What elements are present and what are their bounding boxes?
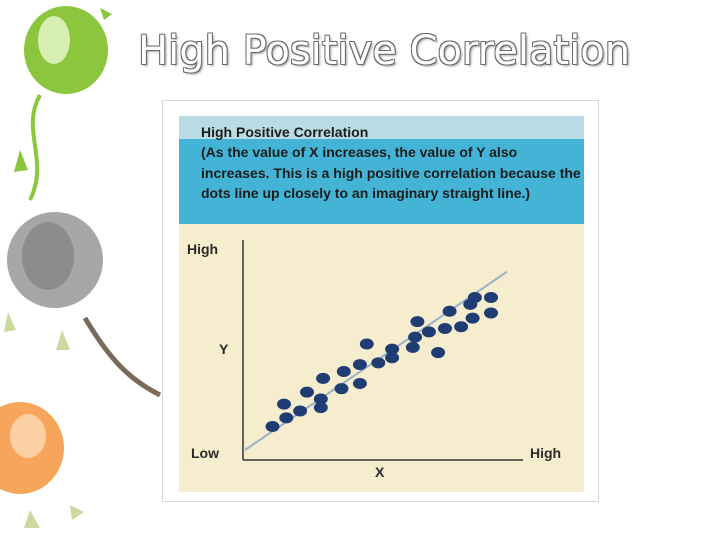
scatter-point: [438, 322, 452, 334]
scatter-point: [454, 321, 469, 333]
orange-ray-icon: [70, 505, 84, 520]
x-tick-label-high: High: [530, 445, 561, 461]
scatter-point: [265, 421, 280, 433]
scatter-point: [359, 338, 374, 350]
scatter-point: [352, 378, 367, 390]
chart-header: High Positive Correlation (As the value …: [179, 116, 584, 224]
chart-title: High Positive Correlation: [201, 124, 369, 140]
chart-subtitle: (As the value of X increases, the value …: [201, 144, 581, 201]
scatter-point: [316, 372, 331, 384]
scatter-point: [405, 341, 420, 353]
scatter-point: [300, 386, 314, 398]
chart-header-strip: [179, 116, 584, 139]
scatter-plot: High Y Low High X: [187, 240, 561, 480]
scatter-point: [371, 357, 386, 369]
slide-title: High Positive Correlation: [138, 28, 631, 74]
y-axis-label: Y: [219, 341, 229, 357]
scatter-point: [484, 307, 498, 319]
scatter-point: [484, 292, 498, 304]
gray-balloon-shadow: [22, 222, 74, 290]
green-balloon-highlight: [38, 16, 70, 64]
scatter-point: [313, 402, 328, 414]
scatter-point: [352, 359, 367, 371]
orange-balloon-highlight: [10, 414, 46, 458]
orange-ray-icon: [24, 510, 40, 528]
y-tick-label-high: High: [187, 241, 218, 257]
x-tick-label-low: Low: [191, 445, 219, 461]
scatter-point: [279, 412, 294, 424]
scatter-point: [277, 398, 291, 410]
scatter-point: [465, 312, 480, 324]
scatter-point: [385, 352, 400, 364]
scatter-point: [410, 316, 425, 328]
scatter-point: [385, 343, 400, 355]
scatter-point: [408, 331, 423, 343]
scatter-point: [442, 305, 457, 317]
gray-ray-icon: [56, 330, 70, 350]
green-ray-icon: [14, 150, 28, 172]
scatter-point: [421, 326, 436, 338]
green-balloon-string: [28, 94, 42, 201]
scatter-point: [431, 347, 446, 359]
scatter-point: [334, 383, 349, 395]
scatter-point: [336, 365, 351, 377]
gray-ray-icon: [4, 312, 16, 332]
scatter-point: [313, 393, 328, 405]
chart-panel: High Positive Correlation (As the value …: [179, 116, 584, 492]
scatter-point: [463, 298, 478, 310]
balloon-decoration: [0, 6, 162, 528]
gray-balloon-string: [82, 316, 162, 398]
green-ray-icon: [100, 8, 112, 20]
x-axis-label: X: [375, 464, 385, 480]
points-layer: [265, 292, 498, 433]
scatter-point: [293, 405, 308, 417]
